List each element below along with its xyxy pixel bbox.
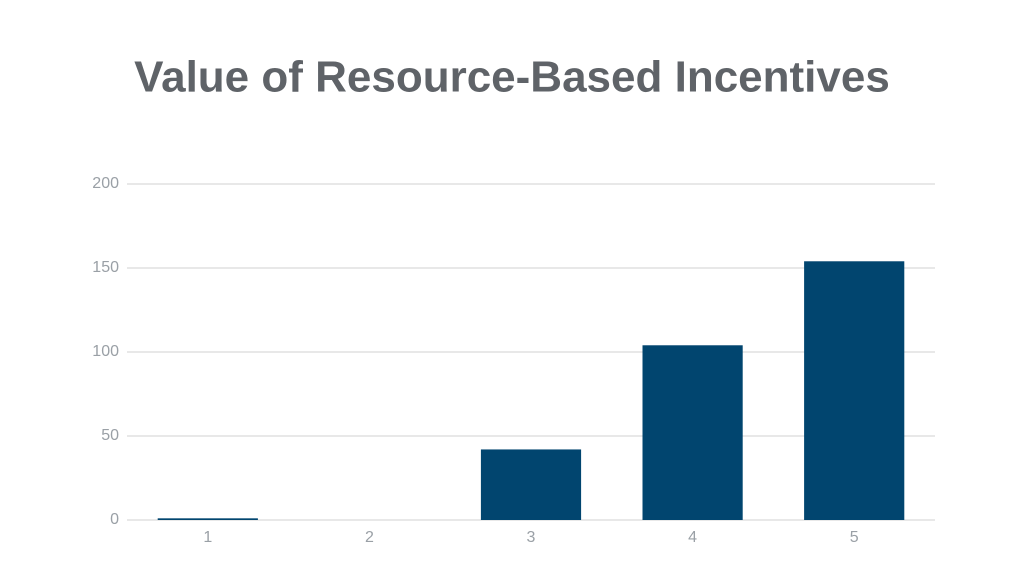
- x-tick-label: 2: [365, 529, 374, 546]
- y-tick-label: 200: [92, 175, 119, 192]
- x-tick-label: 3: [527, 529, 536, 546]
- chart-title: Value of Resource-Based Incentives: [134, 53, 890, 102]
- bar: [480, 449, 582, 520]
- x-tick-label: 4: [688, 529, 697, 546]
- bar: [642, 345, 743, 520]
- x-tick-label: 1: [203, 529, 212, 546]
- y-tick-label: 100: [92, 343, 119, 360]
- y-tick-label: 50: [101, 427, 119, 444]
- y-tick-label: 0: [110, 511, 119, 528]
- x-tick-label: 5: [850, 529, 859, 546]
- bar: [157, 518, 258, 520]
- bar: [804, 261, 905, 520]
- y-tick-label: 150: [92, 259, 119, 276]
